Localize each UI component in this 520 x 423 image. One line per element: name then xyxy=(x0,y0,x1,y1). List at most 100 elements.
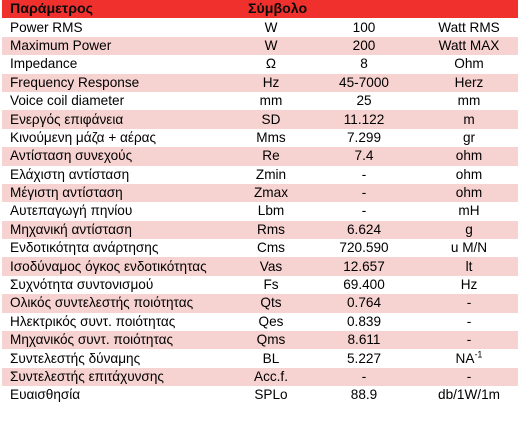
value-cell: - xyxy=(361,203,367,219)
speaker-parameters-table: Παράμετρος Σύμβολο Power RMS W 100 Watt RMS… xyxy=(2,0,518,405)
parameter-cell: Αντίσταση συνεχούς xyxy=(10,148,133,164)
value-cell: 25 xyxy=(356,93,372,109)
table-row: Ηλεκτρικός συντ. ποιότητας Qes 0.839 - xyxy=(2,312,518,332)
header-value xyxy=(308,0,420,18)
header-parameter: Παράμετρος xyxy=(10,1,94,18)
value-cell: 7.4 xyxy=(354,148,374,164)
symbol-cell: SD xyxy=(261,111,281,127)
symbol-cell: Lbm xyxy=(257,203,285,219)
table-row: Αντίσταση συνεχούς Re 7.4 ohm xyxy=(2,147,518,166)
value-cell: - xyxy=(361,369,367,384)
unit-cell: NA-1 xyxy=(455,349,483,366)
unit-cell: gr xyxy=(462,129,476,145)
table-row: Voice coil diameter mm 25 mm xyxy=(2,91,518,111)
value-cell: 11.122 xyxy=(343,111,385,127)
value-cell: 0.764 xyxy=(346,295,382,311)
symbol-cell: Zmin xyxy=(255,166,287,182)
value-cell: 88.9 xyxy=(350,387,378,403)
symbol-cell: Qts xyxy=(260,295,282,311)
table-row: Συντελεστής δύναμης BL 5.227 NA-1 xyxy=(2,349,518,368)
parameter-cell: Maximum Power xyxy=(10,37,112,53)
table-row: Μηχανική αντίσταση Rms 6.624 g xyxy=(2,220,518,240)
unit-cell: - xyxy=(466,313,472,329)
symbol-cell: Vas xyxy=(259,258,283,274)
table-row: Maximum Power W 200 Watt MAX xyxy=(2,36,518,56)
unit-cell: mH xyxy=(458,203,480,219)
parameter-cell: Συχνότητα συντονισμού xyxy=(10,277,154,293)
unit-cell: ohm xyxy=(455,166,483,182)
unit-cell: - xyxy=(466,332,472,348)
unit-cell: lt xyxy=(465,258,473,274)
symbol-cell: Mms xyxy=(256,129,286,145)
unit-cell: db/1W/1m xyxy=(438,387,500,403)
symbol-cell: Zmax xyxy=(254,185,288,201)
value-cell: 45-7000 xyxy=(339,74,389,90)
parameter-cell: Voice coil diameter xyxy=(10,93,125,109)
table-row: Ισοδύναμος όγκος ενδοτικότητας Vas 12.657 l… xyxy=(2,257,518,276)
symbol-cell: W xyxy=(264,19,278,35)
parameter-cell: Μέγιστη αντίσταση xyxy=(10,185,123,201)
parameter-cell: Frequency Response xyxy=(10,74,140,90)
parameter-cell: Μηχανική αντίσταση xyxy=(10,221,132,237)
parameter-cell: Συντελεστής δύναμης xyxy=(10,350,141,366)
parameter-cell: Μηχανικός συντ. ποιότητας xyxy=(10,332,174,348)
symbol-cell: Ω xyxy=(265,56,277,72)
symbol-cell: Acc.f. xyxy=(254,369,288,384)
parameter-cell: Impedance xyxy=(10,56,78,72)
table-row: Αυτεπαγωγή πηνίου Lbm - mH xyxy=(2,202,518,221)
table-row: Power RMS W 100 Watt RMS xyxy=(2,18,518,37)
header-symbol: Σύμβολο xyxy=(248,1,308,18)
value-cell: 8.611 xyxy=(347,332,381,348)
table-row: Ολικός συντελεστής ποιότητας Qts 0.764 - xyxy=(2,294,518,313)
unit-cell: ohm xyxy=(455,148,483,164)
value-cell: 8 xyxy=(360,56,368,72)
parameter-cell: Ευαισθησία xyxy=(10,387,81,403)
parameter-cell: Ηλεκτρικός συντ. ποιότητας xyxy=(10,313,176,329)
unit-superscript: -1 xyxy=(474,349,483,360)
parameter-cell: Ισοδύναμος όγκος ενδοτικότητας xyxy=(10,258,207,274)
symbol-cell: SPLo xyxy=(254,387,288,403)
table-row: Συχνότητα συντονισμού Fs 69.400 Hz xyxy=(2,275,518,295)
symbol-cell: Fs xyxy=(263,277,279,293)
unit-cell: u M/N xyxy=(450,240,488,256)
parameter-cell: Ενεργός επιφάνεια xyxy=(10,111,124,127)
value-cell: 720.590 xyxy=(339,240,389,256)
symbol-cell: mm xyxy=(259,93,283,109)
header-unit xyxy=(420,0,518,18)
value-cell: 5.227 xyxy=(346,350,382,366)
value-cell: 200 xyxy=(352,37,376,53)
symbol-cell: Qes xyxy=(258,313,284,329)
table-row: Μέγιστη αντίσταση Zmax - ohm xyxy=(2,183,518,203)
symbol-cell: Hz xyxy=(262,74,280,90)
unit-cell: - xyxy=(466,369,472,384)
unit-cell: g xyxy=(465,221,473,237)
parameter-cell: Αυτεπαγωγή πηνίου xyxy=(10,203,133,219)
table-row: Ευαισθησία SPLo 88.9 db/1W/1m xyxy=(2,386,518,405)
value-cell: 0.839 xyxy=(346,313,382,329)
table-row: Impedance Ω 8 Ohm xyxy=(2,55,518,74)
parameter-cell: Συντελεστής επιτάχυνσης xyxy=(10,369,164,384)
symbol-cell: W xyxy=(264,37,278,53)
value-cell: - xyxy=(361,166,367,182)
value-cell: 69.400 xyxy=(343,277,385,293)
unit-cell: m xyxy=(463,111,475,127)
value-cell: 100 xyxy=(352,19,376,35)
table-row: Συντελεστής επιτάχυνσης Acc.f. - - xyxy=(2,367,518,387)
value-cell: 7.299 xyxy=(346,129,382,145)
parameter-cell: Ολικός συντελεστής ποιότητας xyxy=(10,295,194,311)
unit-cell: Ohm xyxy=(454,56,484,72)
unit-cell: ohm xyxy=(455,185,483,201)
value-cell: 6.624 xyxy=(346,221,382,237)
parameter-cell: Κινούμενη μάζα + αέρας xyxy=(10,129,157,145)
symbol-cell: Re xyxy=(262,148,280,164)
table-row: Κινούμενη μάζα + αέρας Mms 7.299 gr xyxy=(2,128,518,148)
table-row: Μηχανικός συντ. ποιότητας Qms 8.611 - xyxy=(2,331,518,350)
symbol-cell: BL xyxy=(262,350,280,366)
unit-cell: mm xyxy=(457,93,481,109)
parameter-cell: Ελάχιστη αντίσταση xyxy=(10,166,130,182)
parameter-cell: Ενδοτικότητα ανάρτησης xyxy=(10,240,159,256)
table-row: Ενδοτικότητα ανάρτησης Cms 720.590 u M/N xyxy=(2,239,518,258)
parameter-cell: Power RMS xyxy=(10,19,83,35)
value-cell: 12.657 xyxy=(343,258,385,274)
